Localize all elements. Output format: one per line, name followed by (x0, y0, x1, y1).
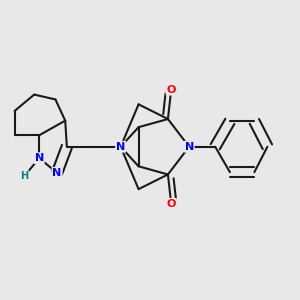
Text: N: N (116, 142, 125, 152)
Text: N: N (184, 142, 194, 152)
Text: N: N (34, 153, 44, 163)
Text: O: O (167, 199, 176, 209)
Text: H: H (20, 171, 28, 181)
Text: O: O (167, 85, 176, 95)
Text: N: N (52, 168, 62, 178)
